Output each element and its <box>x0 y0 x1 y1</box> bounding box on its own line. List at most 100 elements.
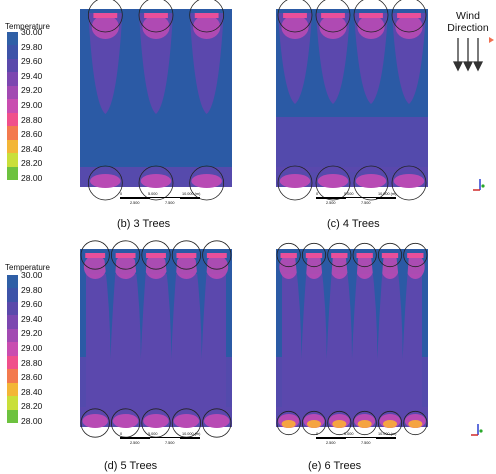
bottom-core <box>204 414 230 428</box>
tree-circle-top <box>391 0 427 33</box>
legend-swatch <box>7 301 18 316</box>
plume-core <box>175 255 198 279</box>
legend-value: 30.00 <box>21 270 43 280</box>
legend-value: 28.80 <box>21 114 43 125</box>
legend-value: 28.20 <box>21 158 43 169</box>
legend-swatch <box>7 328 18 343</box>
legend-labels-top: 30.00 29.80 29.60 29.40 29.20 29.00 28.80 28.60… <box>0 27 60 187</box>
legend-swatch <box>7 396 18 410</box>
tree-circle-bottom <box>202 408 232 438</box>
scale-label: 0 <box>120 432 122 436</box>
legend-swatch <box>7 382 18 397</box>
tree-circle-top <box>87 0 123 33</box>
tree-circle-bottom <box>189 165 225 201</box>
tree-circle-top <box>138 0 174 33</box>
legend-bar-bottom <box>7 275 18 423</box>
tree-circle-bottom <box>353 165 389 201</box>
axis-triad-icon-top <box>473 179 485 191</box>
plume-core <box>319 15 347 39</box>
tree-circle-bottom <box>301 410 327 436</box>
legend-value: 28.40 <box>21 143 43 154</box>
legend-value: 29.00 <box>21 100 43 110</box>
legend-value: 29.00 <box>21 343 43 353</box>
plume-core <box>281 15 309 39</box>
blue-gap <box>295 259 308 359</box>
tree-circle-bottom <box>315 165 351 201</box>
tree-circle-top <box>327 242 352 268</box>
axis-triad-icon-bottom <box>471 424 483 436</box>
legend-swatch <box>7 85 18 100</box>
legend-swatch <box>7 355 18 370</box>
legend-swatch <box>7 32 18 46</box>
plume-core <box>205 255 229 279</box>
blue-gap <box>396 259 409 359</box>
scale-label: 10.000 (m) <box>378 432 397 436</box>
scale-seg <box>150 437 180 438</box>
bottom-core <box>112 414 139 428</box>
tree-circle-top <box>202 240 232 270</box>
scale-label: 7.500 <box>165 441 175 445</box>
tree-circle-bottom <box>80 408 110 438</box>
plume-group <box>276 249 428 428</box>
panel-6-trees: 0 5.000 10.000 (m) 2.500 7.500 <box>276 242 428 445</box>
bottom-core <box>90 174 121 188</box>
plume-hot <box>331 253 348 258</box>
scale-label: 5.000 <box>148 432 158 436</box>
scale-label: 5.000 <box>344 192 354 196</box>
legend-swatch <box>7 288 18 302</box>
tree-circle-bottom <box>377 410 403 436</box>
scale-seg <box>346 197 376 198</box>
scale-seg <box>376 197 396 199</box>
plume-hot <box>144 13 168 18</box>
tree-circle-top <box>377 242 403 268</box>
blue-gap <box>320 259 333 359</box>
plume-hot <box>176 253 197 258</box>
plume-hot <box>146 253 166 258</box>
plume <box>189 13 224 114</box>
scale-seg <box>180 437 200 439</box>
legend-value: 29.40 <box>21 70 43 81</box>
plume-group <box>276 9 428 188</box>
scale-label: 10.000 (m) <box>378 192 397 196</box>
tree-circle-top <box>276 242 301 268</box>
bottom-core <box>140 174 172 188</box>
scale-label: 7.500 <box>361 201 371 205</box>
caption-6-trees: (e) 6 Trees <box>308 460 362 472</box>
bottom-hot <box>408 420 423 428</box>
plume <box>88 13 123 114</box>
legend-value: 28.60 <box>21 129 43 140</box>
blue-gap <box>165 259 178 359</box>
legend-title-bottom: Temperature <box>5 263 50 272</box>
plume <box>139 13 173 114</box>
legend-swatch <box>7 166 18 180</box>
legend-swatch <box>7 112 18 127</box>
panel-5-trees: 0 5.000 10.000 (m) 2.500 7.500 <box>80 240 232 445</box>
scale-bar: 0 5.000 10.000 (m) 2.500 7.500 <box>316 432 397 445</box>
tree-circle-top <box>110 240 141 270</box>
bottom-core <box>191 174 222 188</box>
tree-circle-top <box>353 0 389 33</box>
plume-hot <box>283 13 307 18</box>
tree-circle-bottom <box>403 410 428 436</box>
blue-gap <box>134 259 147 359</box>
plume-hot <box>407 253 424 258</box>
wind-direction-label: Wind Direction <box>444 10 492 34</box>
bottom-core <box>393 174 425 188</box>
scale-seg <box>346 437 376 438</box>
scale-label: 5.000 <box>344 432 354 436</box>
plume-hot <box>381 253 399 258</box>
tree-circle-top <box>301 242 327 268</box>
legend-bar-top <box>7 32 18 180</box>
tree-circle-top <box>189 0 225 33</box>
bottom-hot <box>307 420 321 428</box>
plume-core <box>83 255 107 279</box>
tree-circle-bottom <box>276 410 301 436</box>
plume-hot <box>206 253 227 258</box>
scale-seg <box>120 197 150 199</box>
legend-swatch <box>7 369 18 383</box>
tree-circle-top <box>352 242 377 268</box>
plume-hot <box>194 13 219 18</box>
panel-4-trees: 0 5.000 10.000 (m) 2.500 7.500 <box>276 0 428 205</box>
caption-3-trees: (b) 3 Trees <box>117 218 171 230</box>
blue-gap <box>346 259 358 359</box>
